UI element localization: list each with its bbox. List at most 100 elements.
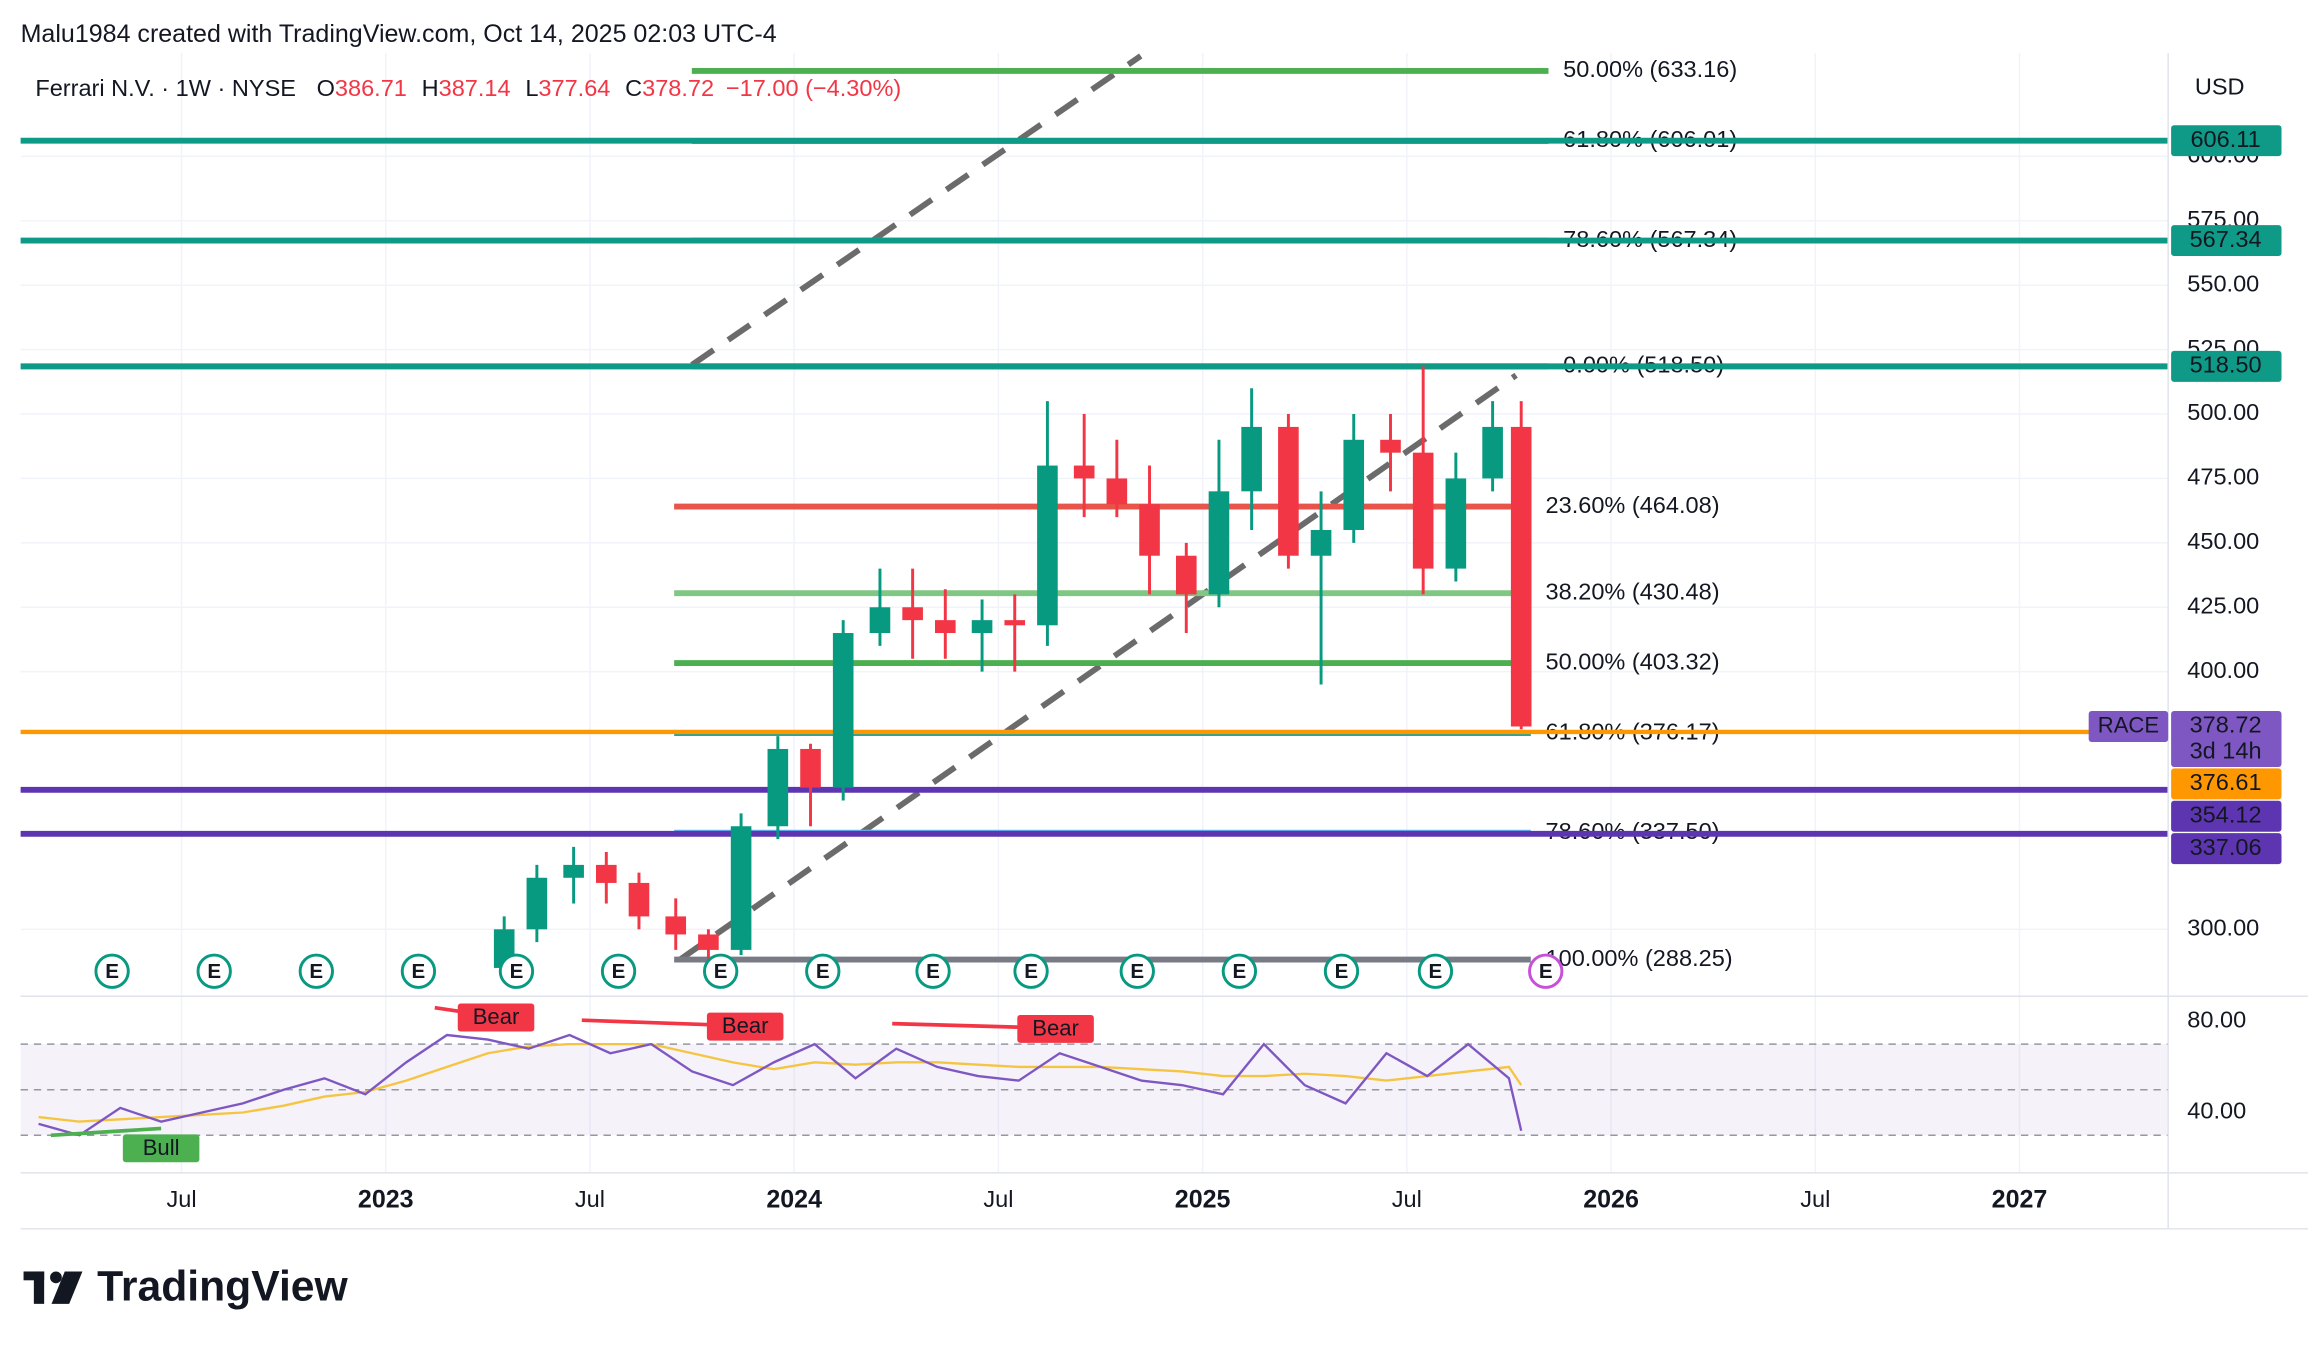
candle-body [730, 826, 752, 950]
candle-body [628, 882, 650, 917]
candle-body [1208, 491, 1230, 595]
earnings-marker [400, 953, 437, 989]
earnings-label: E [510, 960, 524, 983]
candle-body [1004, 620, 1026, 626]
fib-label: 23.60% (464.08) [1546, 492, 1720, 518]
fib-label: 50.00% (633.16) [1563, 56, 1737, 82]
candle-body [563, 864, 584, 878]
ohlc-label: C [625, 75, 642, 101]
candle-body [698, 934, 719, 950]
divergence-tag [1017, 1014, 1094, 1043]
price-badge-label: 518.50 [2190, 352, 2262, 378]
candle-body [767, 748, 789, 827]
earnings-label: E [714, 960, 728, 983]
price-badge [2171, 800, 2282, 832]
earnings-marker [1417, 953, 1454, 989]
x-tick-label: Jul [575, 1186, 605, 1212]
divergence-tag [122, 1134, 200, 1163]
earnings-label: E [1024, 960, 1038, 983]
candle-body [1343, 439, 1365, 530]
price-badge [2171, 125, 2282, 157]
ohlc-label: O [317, 75, 335, 101]
y-tick-label: 80.00 [2187, 1007, 2246, 1033]
candle-body [665, 916, 687, 935]
x-tick-label: Jul [1800, 1186, 1830, 1212]
candle-body [1310, 529, 1332, 556]
ohlc-value: 377.64 [538, 75, 610, 101]
candle-body [1037, 465, 1058, 626]
price-badge [2171, 768, 2282, 800]
label-layer: Malu1984 created with TradingView.com, O… [21, 20, 2245, 1310]
grid-layer [20, 52, 2169, 1173]
price-badge-label: 337.06 [2190, 834, 2262, 860]
x-tick-label: 2026 [1583, 1185, 1639, 1213]
y-tick-label: 300.00 [2187, 915, 2259, 941]
candle-body [902, 607, 923, 621]
attribution: Malu1984 created with TradingView.com, O… [21, 20, 777, 48]
price-badge-label: 567.34 [2190, 226, 2262, 252]
candle-body [935, 620, 956, 634]
divergence-line [50, 1126, 162, 1138]
candle-body [1278, 426, 1299, 556]
candle-body [526, 877, 548, 930]
logo-part [33, 1271, 45, 1304]
rsi-line [38, 1033, 1523, 1137]
x-tick-label: 2023 [358, 1185, 414, 1213]
axis-layer: Jul 2023 Jul 2024 Jul 2025 Jul 2026 Jul 2027 300.0… [20, 52, 2308, 1231]
candle-body [1139, 504, 1160, 556]
drawing-layer: 50.00% (633.16)61.80% (606.01)78.60% (56… [20, 53, 2169, 971]
candle-body [1510, 426, 1532, 727]
earnings-marker [805, 953, 841, 989]
earnings-label: E [1335, 960, 1349, 983]
candle-body [800, 748, 821, 788]
change: −17.00 (−4.30%) [726, 75, 901, 101]
ohlc-value: 378.72 [642, 75, 714, 101]
logo-part [50, 1271, 62, 1284]
earnings-label: E [926, 960, 940, 983]
divergence-label: Bear [1032, 1015, 1079, 1040]
earnings-label: E [1429, 960, 1443, 983]
y-tick-label: 450.00 [2187, 528, 2259, 554]
marks-layer: E E E E E E E E E E E E E E E Bear Bear Bear Bull [38, 366, 1564, 1163]
brand-logo [23, 1271, 83, 1304]
x-tick-label: 2027 [1992, 1185, 2048, 1213]
x-tick-label: 2024 [766, 1185, 822, 1213]
ohlc-label: L [525, 75, 538, 101]
x-tick-label: Jul [166, 1186, 196, 1212]
earnings-marker [600, 953, 637, 989]
x-tick-label: Jul [983, 1186, 1013, 1212]
earnings-marker [1221, 953, 1258, 989]
earnings-marker [196, 953, 232, 989]
fib-label: 100.00% (288.25) [1546, 945, 1733, 971]
price-badge [2171, 711, 2282, 767]
candle-body [1106, 478, 1128, 505]
candle-body [1482, 426, 1503, 479]
earnings-marker [703, 953, 739, 989]
trend-line [690, 53, 1143, 368]
earnings-label: E [412, 960, 426, 983]
earnings-marker [298, 953, 334, 989]
earnings-marker [1528, 953, 1564, 989]
price-badge [2171, 833, 2282, 865]
divergence-label: Bull [143, 1135, 180, 1160]
divergence-tag [706, 1012, 784, 1041]
price-badge-label: 354.12 [2190, 801, 2262, 827]
symbol: Ferrari N.V. · 1W · NYSE [35, 75, 296, 101]
candle-body [832, 633, 854, 788]
rsi-line [38, 1042, 1523, 1123]
earnings-label: E [1130, 960, 1144, 983]
trend-line [678, 372, 1518, 962]
earnings-marker [1119, 953, 1155, 989]
y-tick-label: 425.00 [2187, 592, 2259, 618]
divergence-label: Bear [722, 1013, 769, 1038]
earnings-marker [1013, 953, 1049, 989]
y-tick-label: 550.00 [2187, 270, 2259, 296]
divergence-label: Bear [473, 1004, 520, 1029]
candle-body [1445, 478, 1467, 569]
candle-body [1380, 439, 1401, 453]
candle-body [1073, 465, 1095, 479]
symbol-tag-label: RACE [2098, 712, 2159, 737]
